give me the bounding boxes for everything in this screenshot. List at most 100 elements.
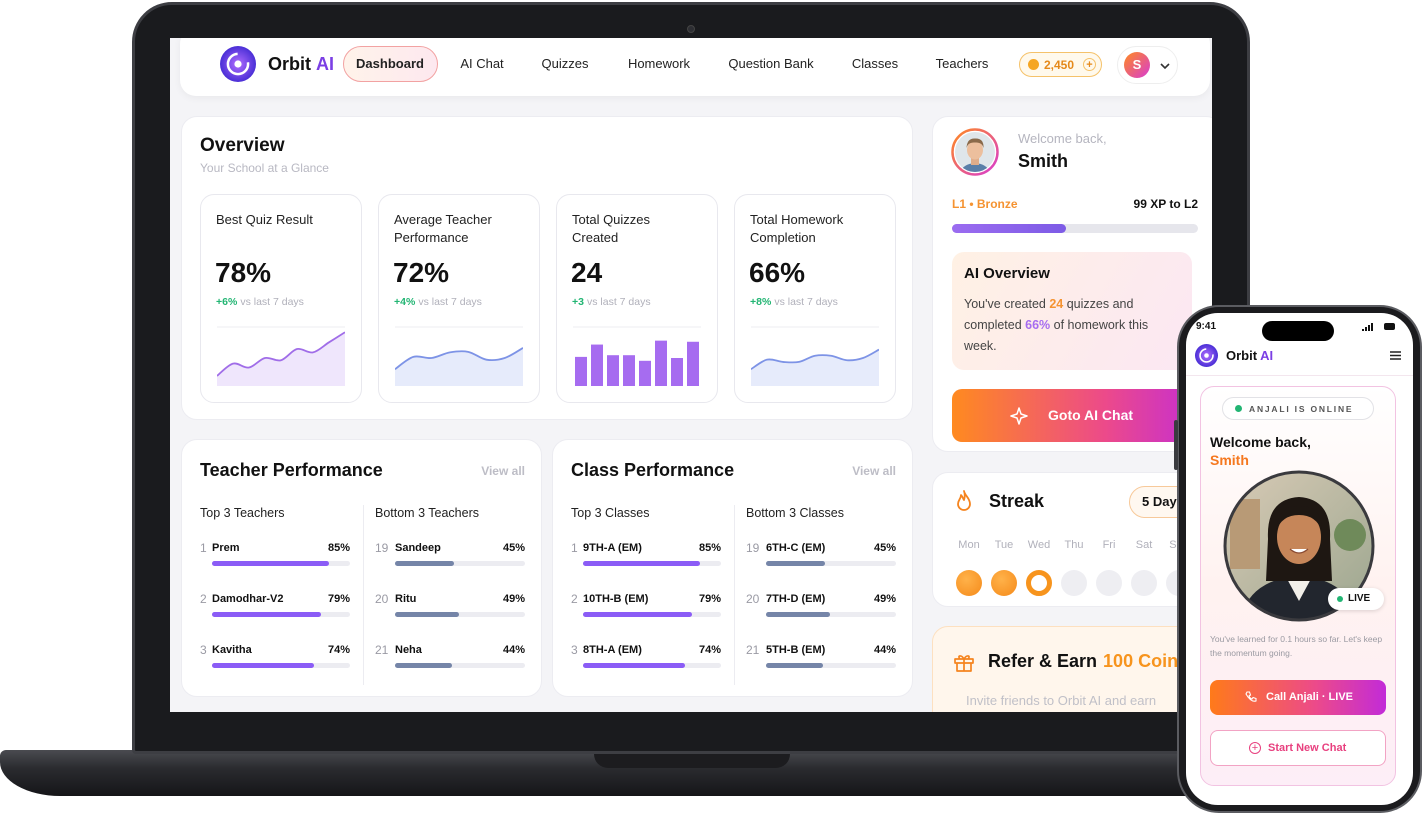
- logo-core: [1204, 353, 1209, 358]
- stat-label: Total Quizzes Created: [572, 212, 651, 245]
- row-percent: 74%: [327, 644, 350, 656]
- bar-fill: [766, 663, 824, 668]
- stat-value: 66%: [749, 257, 806, 288]
- sparkle-path: [1010, 407, 1028, 425]
- row-name: Neha: [395, 644, 422, 656]
- bar-track: [395, 612, 525, 617]
- day-label: Thu: [1064, 539, 1084, 551]
- nav-logo: [220, 46, 256, 82]
- text-segment: of homework this week.: [964, 318, 1149, 353]
- row-percent: 79%: [327, 593, 350, 605]
- bar-track: [583, 612, 721, 617]
- phone-name: Smith: [1210, 452, 1249, 468]
- signal-bar: [1362, 329, 1364, 331]
- bar-fill: [212, 561, 330, 566]
- photo-neck: [971, 157, 979, 165]
- change-value: +4%: [394, 296, 416, 308]
- change-note: vs last 7 days: [240, 296, 304, 308]
- day-label: Fri: [1102, 539, 1116, 551]
- day-dot: [1061, 570, 1087, 596]
- coin-amount: 2,450: [1044, 58, 1075, 72]
- stat-value: 78%: [215, 257, 272, 288]
- day-dot: [1131, 570, 1157, 596]
- photo-hair: [966, 138, 984, 148]
- row-name: 6TH-C (EM): [766, 542, 826, 554]
- bar-track: [766, 561, 896, 566]
- sparkline: [751, 326, 879, 386]
- sparkline-line: [395, 347, 523, 370]
- nav-item[interactable]: AI Chat: [460, 56, 504, 71]
- change-value: +8%: [750, 296, 772, 308]
- profile-avatar: [951, 128, 999, 176]
- battery: [1384, 323, 1395, 330]
- online-pill: ANJALI IS ONLINE: [1222, 397, 1374, 420]
- row-name: Prem: [212, 542, 240, 554]
- gift-icon: [954, 655, 974, 672]
- sparkline-bar: [575, 356, 587, 386]
- bar-track: [583, 663, 721, 668]
- group-heading: Top 3 Teachers: [200, 506, 285, 520]
- refer-card: Refer & Earn 100 Coins Invite friends to O…: [932, 626, 1212, 712]
- change-value: +3: [572, 296, 584, 308]
- bar-fill: [212, 663, 315, 668]
- row-percent: 85%: [698, 542, 721, 554]
- avatar-circle: S: [1124, 52, 1150, 78]
- nav-item[interactable]: Classes: [851, 56, 899, 71]
- avatar-pill[interactable]: S: [1117, 46, 1178, 84]
- day-label: Tue: [994, 539, 1014, 551]
- bar-fill: [395, 561, 454, 566]
- bar-track: [766, 663, 896, 668]
- stat-change: +4% vs last 7 days: [394, 296, 482, 308]
- stat-label: Average Teacher Performance: [394, 212, 492, 245]
- gift-path: [954, 655, 974, 672]
- live-label: LIVE: [1348, 593, 1371, 604]
- coin-pill[interactable]: 2,450 +: [1019, 52, 1102, 77]
- bar-fill: [766, 561, 825, 566]
- day-dot: [1096, 570, 1122, 596]
- sparkline-line: [751, 348, 879, 370]
- logo-ring: [1199, 348, 1214, 363]
- row-percent: 44%: [502, 644, 525, 656]
- nav-item[interactable]: Question Bank: [728, 56, 814, 71]
- view-all[interactable]: View all: [481, 464, 525, 478]
- photo-face: [967, 140, 983, 160]
- stat-label: Best Quiz Result: [216, 212, 313, 227]
- rank: 3: [200, 643, 207, 657]
- hair-front: [1276, 505, 1322, 531]
- nav-item[interactable]: Homework: [627, 56, 691, 71]
- class-performance-card: Class Performance View all Top 3 Classes 1 9…: [552, 439, 913, 697]
- teacher-performance-card: Teacher Performance View all Top 3 Teacher…: [181, 439, 542, 697]
- nav-item[interactable]: Dashboard: [356, 56, 424, 71]
- day-dot: [1026, 570, 1052, 596]
- rank: 2: [200, 592, 207, 606]
- nav-item[interactable]: Quizzes: [541, 56, 589, 71]
- card-title: Teacher Performance: [200, 460, 383, 480]
- sparkline: [573, 326, 701, 386]
- divider: [734, 505, 735, 685]
- call-button[interactable]: Call Anjali · LIVE: [1210, 680, 1386, 715]
- change-note: vs last 7 days: [586, 296, 651, 308]
- ai-chat-button[interactable]: Goto AI Chat: [952, 389, 1207, 442]
- status-time: 9:41: [1196, 321, 1217, 332]
- face: [1277, 510, 1321, 564]
- stat-label: Total Homework Completion: [750, 212, 844, 245]
- online-dot: [1235, 405, 1242, 412]
- plant: [1334, 519, 1366, 551]
- progress-message: You've learned for 0.1 hours so far. Let…: [1210, 634, 1383, 658]
- profile-name: Smith: [1018, 151, 1069, 171]
- view-all[interactable]: View all: [852, 464, 896, 478]
- brand-accent: AI: [1260, 348, 1274, 363]
- row-percent: 74%: [698, 644, 721, 656]
- dynamic-island: [1262, 321, 1334, 341]
- new-chat-button[interactable]: + Start New Chat: [1210, 730, 1386, 766]
- row-name: Sandeep: [395, 542, 441, 554]
- nav-item[interactable]: Teachers: [935, 56, 989, 71]
- day-label: Wed: [1027, 539, 1051, 551]
- row-name: Kavitha: [212, 644, 252, 656]
- bar-track: [212, 663, 350, 668]
- row-name: 9TH-A (EM): [583, 542, 642, 554]
- sparkline-bar: [671, 358, 683, 386]
- row-percent: 44%: [873, 644, 896, 656]
